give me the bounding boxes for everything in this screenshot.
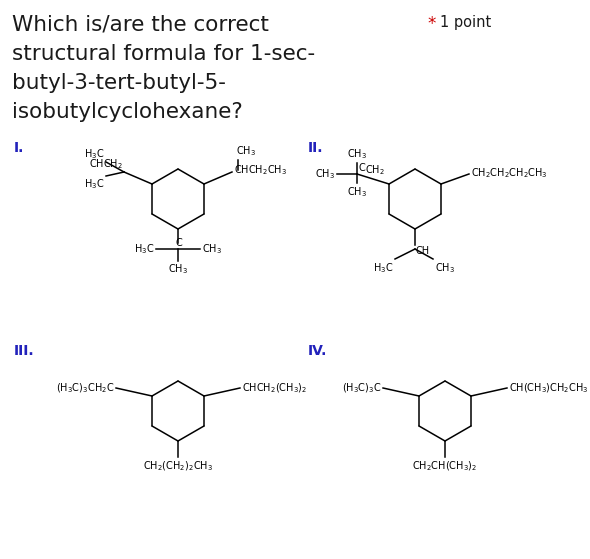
Text: (H$_3$C)$_3$CH$_2$C: (H$_3$C)$_3$CH$_2$C	[55, 381, 114, 395]
Text: CH$_2$: CH$_2$	[365, 163, 385, 177]
Text: CH$_3$: CH$_3$	[347, 185, 367, 199]
Text: CH: CH	[416, 246, 430, 256]
Text: CH$_2$CH$_2$CH$_2$CH$_3$: CH$_2$CH$_2$CH$_2$CH$_3$	[471, 166, 548, 180]
Text: H$_3$C: H$_3$C	[134, 242, 154, 256]
Text: 1 point: 1 point	[440, 15, 491, 30]
Text: II.: II.	[308, 141, 323, 155]
Text: isobutylcyclohexane?: isobutylcyclohexane?	[12, 102, 242, 122]
Text: CH$_3$: CH$_3$	[168, 262, 188, 276]
Text: CH$_3$: CH$_3$	[202, 242, 222, 256]
Text: C: C	[176, 238, 182, 248]
Text: III.: III.	[14, 344, 35, 358]
Text: I.: I.	[14, 141, 24, 155]
Text: CH$_2$(CH$_2$)$_2$CH$_3$: CH$_2$(CH$_2$)$_2$CH$_3$	[143, 459, 213, 472]
Text: C: C	[358, 163, 365, 173]
Text: CH$_3$: CH$_3$	[435, 261, 455, 275]
Text: CHCH$_2$: CHCH$_2$	[89, 157, 123, 171]
Text: structural formula for 1-sec-: structural formula for 1-sec-	[12, 44, 315, 64]
Text: CH$_3$: CH$_3$	[236, 144, 256, 158]
Text: *: *	[427, 15, 435, 33]
Text: (H$_3$C)$_3$C: (H$_3$C)$_3$C	[342, 381, 381, 395]
Text: Which is/are the correct: Which is/are the correct	[12, 15, 269, 35]
Text: H$_3$C: H$_3$C	[373, 261, 393, 275]
Text: CHCH$_2$CH$_3$: CHCH$_2$CH$_3$	[234, 163, 287, 177]
Text: H$_3$C: H$_3$C	[84, 177, 104, 191]
Text: CH(CH$_3$)CH$_2$CH$_3$: CH(CH$_3$)CH$_2$CH$_3$	[509, 381, 588, 395]
Text: CH$_2$CH(CH$_3$)$_2$: CH$_2$CH(CH$_3$)$_2$	[412, 459, 477, 472]
Text: IV.: IV.	[308, 344, 327, 358]
Text: CHCH$_2$(CH$_3$)$_2$: CHCH$_2$(CH$_3$)$_2$	[242, 381, 307, 395]
Text: CH$_3$: CH$_3$	[347, 147, 367, 161]
Text: H$_3$C: H$_3$C	[84, 147, 104, 161]
Text: CH$_3$: CH$_3$	[315, 167, 335, 181]
Text: butyl-3-tert-butyl-5-: butyl-3-tert-butyl-5-	[12, 73, 226, 93]
